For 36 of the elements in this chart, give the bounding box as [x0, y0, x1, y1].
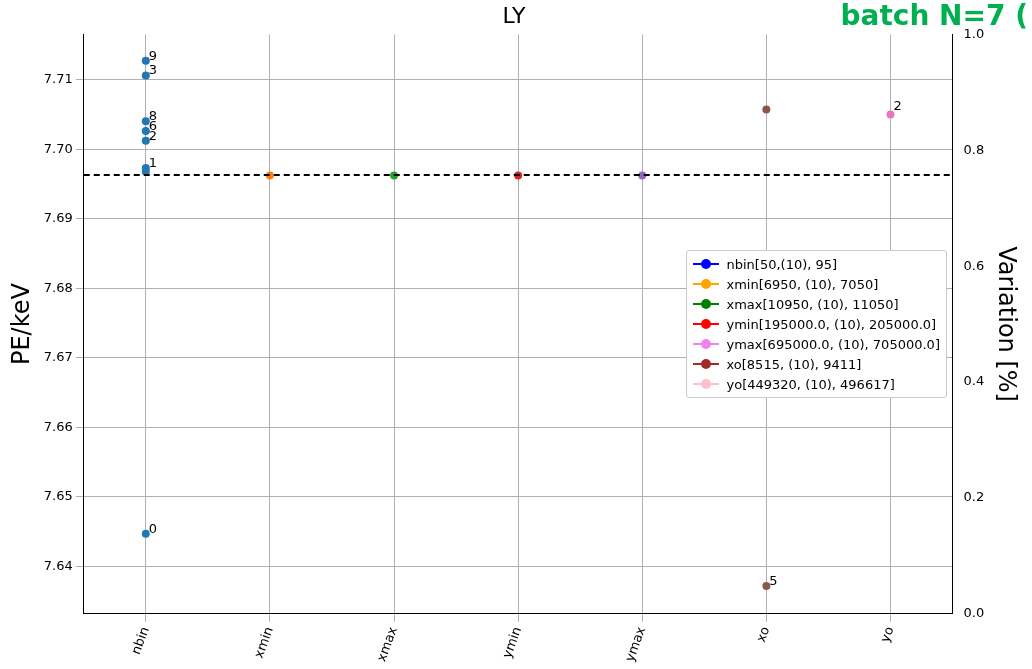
legend-label: yo[449320, (10), 496617] — [726, 376, 895, 392]
annotation: 3 — [148, 62, 158, 78]
y-tick-label: 7.66 — [43, 418, 73, 434]
y-tick-label: 7.71 — [43, 70, 73, 86]
y2-axis-title: Variation [%] — [993, 246, 1022, 402]
legend-label: xmin[6950, (10), 7050] — [726, 276, 879, 292]
y2-tick-label: 0.6 — [963, 257, 985, 273]
x-tick-label: xo — [753, 624, 773, 644]
annotation: 2 — [893, 97, 902, 113]
y-axis-title: PE/keV — [6, 282, 35, 366]
y-tick-label: 7.67 — [43, 349, 73, 365]
y2-tick-label: 0.8 — [963, 141, 985, 157]
y-tick-label: 7.69 — [43, 210, 73, 226]
annotation: 9 — [148, 47, 158, 63]
legend-label: xo[8515, (10), 9411] — [726, 356, 862, 372]
y-tick-label: 7.70 — [43, 140, 73, 156]
y-tick-label: 7.64 — [43, 557, 73, 573]
y2-tick-label: 0.0 — [963, 605, 985, 621]
y-tick-label: 7.65 — [43, 488, 73, 504]
x-tick-label: xmin — [250, 624, 276, 660]
legend-label: ymax[695000.0, (10), 705000.0] — [726, 336, 940, 352]
annotation: 1 — [148, 154, 158, 170]
annotation: 0 — [148, 520, 158, 536]
legend-label: nbin[50,(10), 95] — [726, 256, 838, 272]
x-tick-label: xmax — [373, 624, 401, 664]
y2-tick-label: 0.2 — [963, 489, 985, 505]
legend-label: ymin[195000.0, (10), 205000.0] — [726, 316, 937, 332]
annotation: 5 — [769, 572, 778, 588]
x-tick-label: ymin — [499, 624, 525, 660]
legend-label: xmax[10950, (10), 11050] — [726, 296, 899, 312]
y2-tick-label: 0.4 — [963, 373, 985, 389]
y-tick-label: 7.68 — [43, 279, 73, 295]
x-tick-label: ymax — [621, 624, 649, 664]
x-tick-label: nbin — [128, 624, 152, 657]
chart-title: LY — [502, 2, 526, 28]
x-tick-label: yo — [877, 624, 897, 645]
